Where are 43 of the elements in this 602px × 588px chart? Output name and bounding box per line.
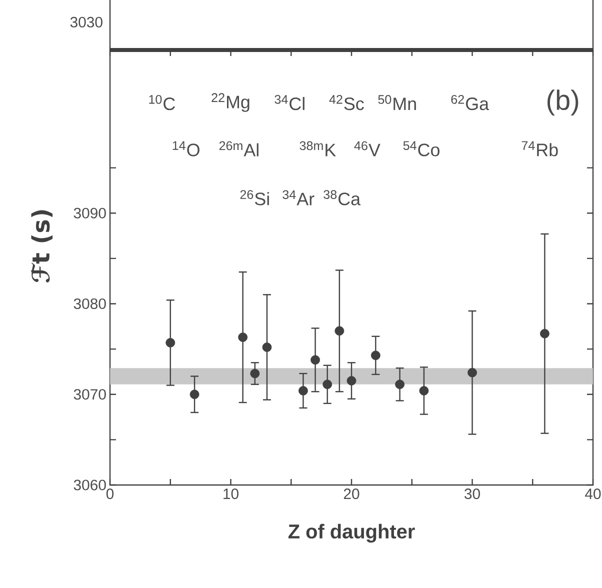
point [468, 368, 477, 378]
y-tick-label: 3060 [74, 480, 106, 490]
point [540, 328, 550, 338]
annotation: $^{54}$Co [403, 141, 440, 156]
point [250, 368, 260, 378]
y-axis-title: ℱt (s) [30, 210, 53, 282]
annotation: $^{42}$Sc [329, 94, 364, 110]
point [310, 355, 320, 365]
annotation: $^{22}$Mg [212, 93, 250, 112]
x-tick-label: 30 [464, 488, 480, 500]
y-tick-label: 3080 [74, 298, 106, 310]
annotation: $^{74}$Rb [522, 141, 558, 156]
y-tick-label: 3090 [74, 208, 106, 218]
point [334, 326, 344, 336]
point [190, 390, 200, 400]
point [395, 380, 405, 390]
annotation: $^{50}$Mn [378, 95, 416, 110]
point [322, 380, 332, 390]
annotation: $^{38m}$K [300, 141, 336, 156]
annotation: $^{46}$V [354, 141, 380, 156]
annotation: $^{26}$Si [240, 190, 269, 206]
x-axis-title: Z of daughter [288, 524, 415, 543]
x-tick-label: 20 [344, 488, 360, 500]
annotation: $^{34}$Ar [282, 190, 314, 206]
point [166, 338, 176, 348]
y-tick-label: 3070 [74, 389, 106, 400]
x-tick-label: 0 [106, 488, 114, 500]
x-tick-label: 10 [224, 488, 238, 500]
annotation: $^{34}$Cl [274, 94, 304, 110]
annotation: $^{26m}$Al [219, 141, 258, 156]
point [238, 332, 248, 342]
annotation: (b) [548, 90, 578, 116]
point [298, 386, 308, 396]
text: 3030 [70, 16, 102, 28]
annotation: $^{14}$O [172, 141, 200, 156]
x-tick-label: 40 [585, 488, 601, 500]
annotation: $^{10}$C [149, 94, 175, 110]
annotation: $^{38}$Ca [324, 190, 361, 206]
point [346, 376, 356, 386]
point [419, 386, 429, 396]
point [262, 342, 272, 352]
annotation: $^{62}$Ga [451, 94, 490, 110]
point [370, 350, 380, 360]
